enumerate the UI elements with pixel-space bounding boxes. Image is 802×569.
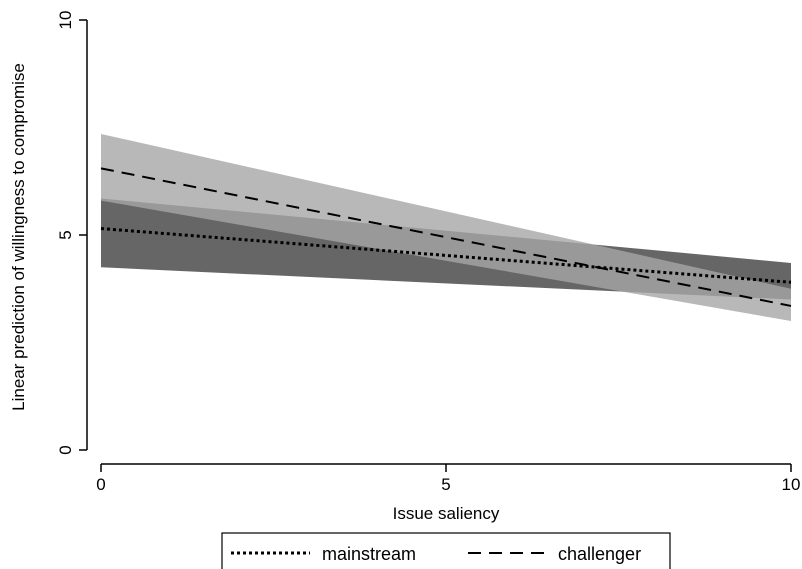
x-axis-title: Issue saliency [393, 504, 500, 523]
x-tick-label: 10 [782, 475, 801, 494]
y-axis-title: Linear prediction of willingness to comp… [9, 63, 28, 411]
x-tick-label: 5 [441, 475, 450, 494]
legend-label-mainstream: mainstream [322, 544, 416, 564]
confidence-bands [101, 133, 791, 321]
x-tick-label: 0 [96, 475, 105, 494]
legend: mainstream challenger [221, 532, 671, 569]
ci-band-challenger [101, 133, 791, 321]
legend-label-challenger: challenger [558, 544, 641, 564]
line-mainstream [100, 227, 792, 284]
x-ticks: 0 5 10 [96, 464, 800, 494]
y-tick-label: 5 [56, 230, 75, 239]
y-ticks: 0 5 10 [56, 11, 87, 455]
y-tick-label: 10 [56, 11, 75, 30]
y-tick-label: 0 [56, 445, 75, 454]
legend-box [221, 532, 671, 569]
line-challenger [100, 167, 792, 307]
prediction-lines [100, 167, 792, 307]
